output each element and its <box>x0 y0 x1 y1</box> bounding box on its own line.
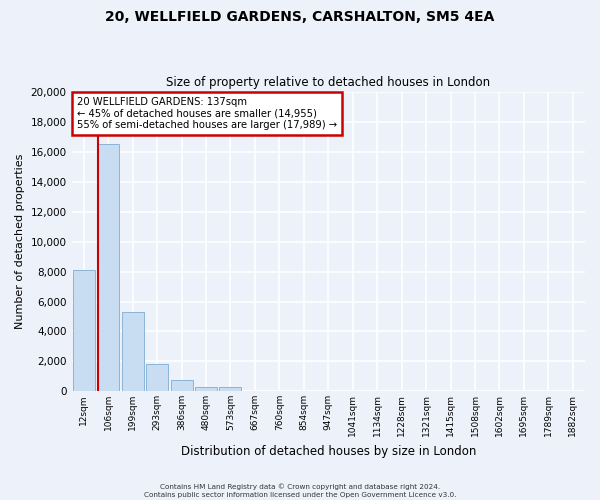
Text: 20 WELLFIELD GARDENS: 137sqm
← 45% of detached houses are smaller (14,955)
55% o: 20 WELLFIELD GARDENS: 137sqm ← 45% of de… <box>77 96 337 130</box>
Bar <box>170 380 193 392</box>
X-axis label: Distribution of detached houses by size in London: Distribution of detached houses by size … <box>181 444 476 458</box>
Bar <box>122 312 143 392</box>
Bar <box>220 387 241 392</box>
Bar <box>195 386 217 392</box>
Bar <box>146 364 168 392</box>
Y-axis label: Number of detached properties: Number of detached properties <box>15 154 25 330</box>
Text: 20, WELLFIELD GARDENS, CARSHALTON, SM5 4EA: 20, WELLFIELD GARDENS, CARSHALTON, SM5 4… <box>106 10 494 24</box>
Bar <box>97 144 119 392</box>
Text: Contains HM Land Registry data © Crown copyright and database right 2024.
Contai: Contains HM Land Registry data © Crown c… <box>144 484 456 498</box>
Title: Size of property relative to detached houses in London: Size of property relative to detached ho… <box>166 76 490 90</box>
Bar <box>73 270 95 392</box>
